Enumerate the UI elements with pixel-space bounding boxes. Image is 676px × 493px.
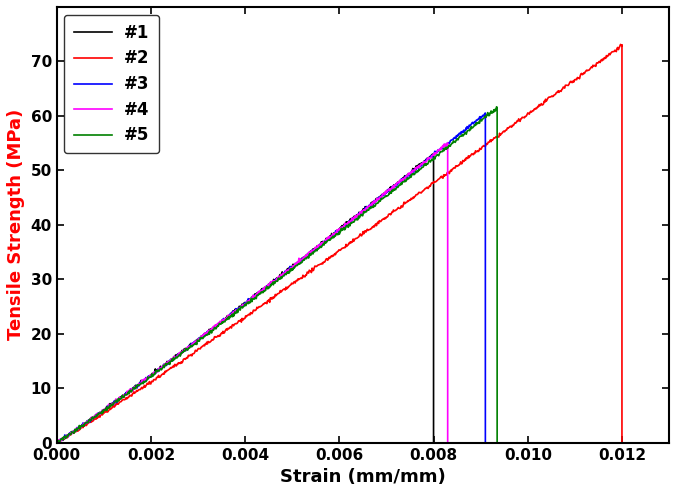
#5: [141, 379, 149, 385]
#1: [53, 440, 61, 446]
#2: [452, 163, 460, 169]
#3: [481, 110, 489, 116]
Line: #2: #2: [57, 44, 622, 443]
#2: [450, 165, 458, 171]
#3: [243, 298, 251, 304]
#3: [481, 440, 489, 446]
#1: [128, 387, 137, 393]
#4: [213, 321, 221, 327]
X-axis label: Strain (mm/mm): Strain (mm/mm): [280, 468, 445, 486]
#1: [318, 240, 326, 246]
#2: [618, 440, 626, 446]
Line: #3: #3: [57, 113, 485, 443]
#2: [166, 366, 174, 372]
#4: [53, 440, 61, 446]
#5: [493, 440, 501, 446]
#4: [209, 325, 217, 331]
#5: [228, 314, 237, 319]
#1: [220, 317, 228, 323]
#2: [284, 284, 292, 290]
#2: [304, 269, 312, 275]
#5: [362, 209, 370, 215]
#1: [429, 440, 437, 446]
#3: [355, 210, 363, 216]
#4: [329, 231, 337, 237]
#3: [139, 378, 147, 384]
#4: [226, 312, 235, 318]
Line: #1: #1: [57, 154, 433, 443]
Y-axis label: Tensile Strength (MPa): Tensile Strength (MPa): [7, 109, 25, 341]
#2: [279, 287, 287, 293]
#3: [228, 311, 236, 317]
Line: #5: #5: [57, 107, 497, 443]
#4: [443, 440, 452, 446]
#5: [248, 297, 256, 303]
#1: [207, 326, 215, 332]
#4: [443, 140, 452, 146]
Legend: #1, #2, #3, #4, #5: #1, #2, #3, #4, #5: [64, 15, 159, 153]
#4: [328, 233, 336, 239]
#3: [354, 211, 362, 217]
#5: [364, 207, 372, 213]
#1: [318, 239, 327, 245]
#3: [224, 315, 232, 320]
#1: [203, 330, 211, 336]
#2: [53, 440, 61, 446]
#1: [429, 151, 437, 157]
#5: [53, 440, 61, 446]
#5: [493, 104, 501, 110]
#3: [53, 440, 61, 446]
#5: [233, 307, 241, 313]
Line: #4: #4: [57, 143, 448, 443]
#4: [131, 385, 139, 391]
#2: [617, 41, 625, 47]
